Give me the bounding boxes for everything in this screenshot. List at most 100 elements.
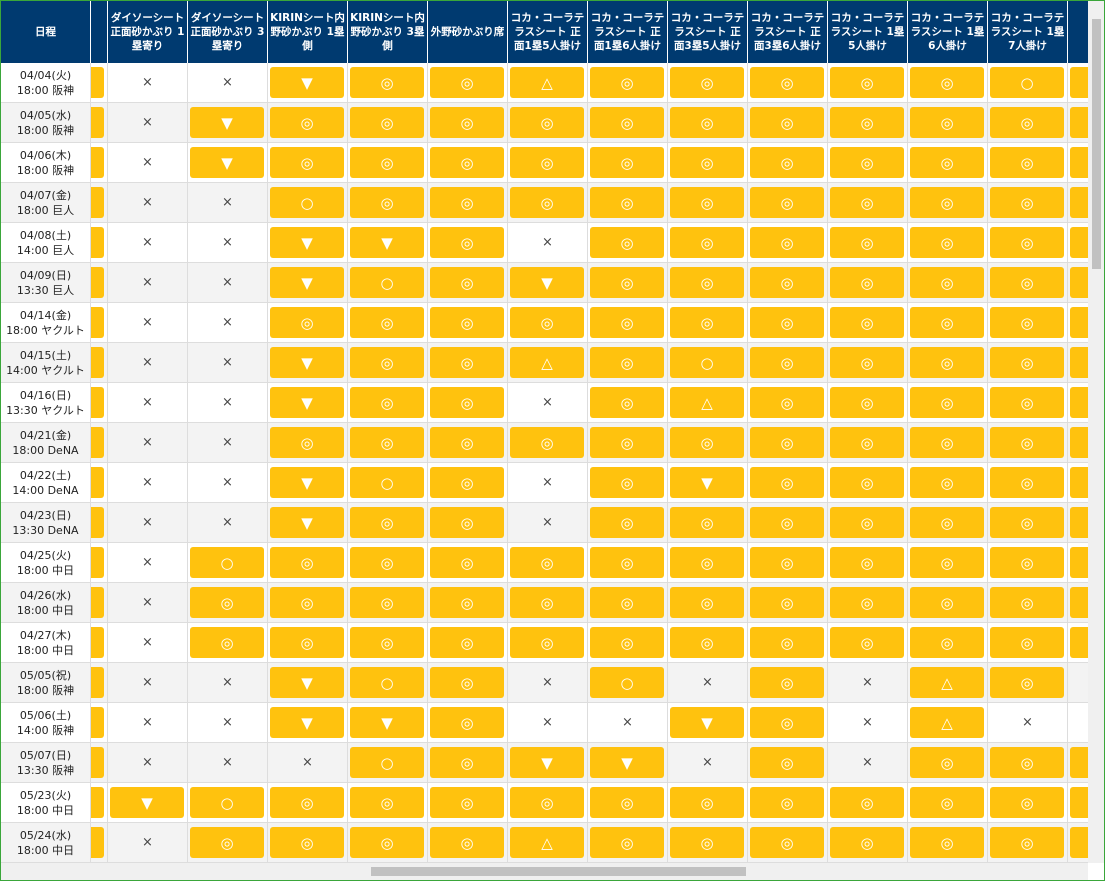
seat-button[interactable]: ◎ (990, 267, 1064, 298)
seat-button[interactable]: ◎ (670, 587, 744, 618)
seat-button[interactable]: ▼ (670, 707, 744, 738)
seat-button[interactable]: ○ (270, 187, 344, 218)
seat-button[interactable]: ▼ (670, 467, 744, 498)
seat-button[interactable]: ◎ (830, 787, 904, 818)
seat-button[interactable]: ◎ (830, 507, 904, 538)
seat-button[interactable]: ◎ (750, 707, 824, 738)
seat-button[interactable]: ▼ (270, 67, 344, 98)
seat-button[interactable]: ○ (350, 667, 424, 698)
seat-button[interactable]: ◎ (350, 147, 424, 178)
seat-button[interactable]: ◎ (190, 587, 264, 618)
seat-button[interactable]: ◎ (750, 747, 824, 778)
v-scroll-thumb[interactable] (1092, 19, 1101, 269)
seat-button[interactable]: ◎ (430, 107, 504, 138)
seat-button[interactable]: ◎ (590, 387, 664, 418)
seat-button[interactable]: ◎ (430, 507, 504, 538)
seat-button[interactable]: ○ (350, 267, 424, 298)
seat-button[interactable]: ◎ (430, 627, 504, 658)
seat-button[interactable]: ◎ (270, 307, 344, 338)
seat-button[interactable]: ◎ (430, 827, 504, 858)
seat-button[interactable]: ▼ (110, 787, 184, 818)
seat-button[interactable]: ▼ (270, 707, 344, 738)
seat-button[interactable]: △ (670, 387, 744, 418)
seat-button[interactable]: ◎ (990, 627, 1064, 658)
seat-button[interactable]: ◎ (510, 627, 584, 658)
seat-button[interactable]: ◎ (750, 187, 824, 218)
seat-button[interactable]: ○ (670, 347, 744, 378)
seat-button[interactable]: ▼ (510, 267, 584, 298)
seat-button[interactable]: ◎ (990, 107, 1064, 138)
seat-button[interactable]: ◎ (750, 227, 824, 258)
seat-button[interactable]: ◎ (990, 227, 1064, 258)
seat-button[interactable]: ◎ (750, 547, 824, 578)
seat-button[interactable]: ◎ (750, 147, 824, 178)
seat-button[interactable]: △ (510, 67, 584, 98)
seat-button[interactable]: ○ (350, 747, 424, 778)
seat-button[interactable]: ▼ (270, 667, 344, 698)
seat-button[interactable]: ◎ (590, 227, 664, 258)
seat-button[interactable]: ◎ (910, 587, 984, 618)
seat-button[interactable]: ◎ (830, 147, 904, 178)
seat-button[interactable]: ◎ (910, 267, 984, 298)
seat-button[interactable]: ◎ (910, 347, 984, 378)
seat-button[interactable]: ○ (190, 547, 264, 578)
seat-button[interactable]: ◎ (430, 387, 504, 418)
seat-button[interactable]: ◎ (350, 347, 424, 378)
seat-button[interactable]: ◎ (430, 467, 504, 498)
seat-button[interactable]: ◎ (670, 227, 744, 258)
seat-button[interactable]: ◎ (350, 827, 424, 858)
seat-button[interactable]: ◎ (590, 307, 664, 338)
seat-button[interactable]: ◎ (830, 67, 904, 98)
seat-button[interactable]: ▼ (190, 107, 264, 138)
seat-button[interactable]: ◎ (590, 347, 664, 378)
seat-button[interactable]: ◎ (750, 307, 824, 338)
seat-button[interactable]: ◎ (670, 427, 744, 458)
seat-button[interactable]: ◎ (910, 387, 984, 418)
seat-button[interactable]: ◎ (750, 627, 824, 658)
seat-button[interactable]: ◎ (350, 307, 424, 338)
seat-button[interactable]: ◎ (750, 827, 824, 858)
seat-button[interactable]: ◎ (830, 267, 904, 298)
seat-button[interactable]: ◎ (910, 187, 984, 218)
seat-button[interactable]: ◎ (830, 827, 904, 858)
seat-button[interactable]: ◎ (510, 587, 584, 618)
seat-button[interactable]: ◎ (590, 147, 664, 178)
seat-button[interactable]: ◎ (590, 427, 664, 458)
h-scrollbar[interactable] (1, 863, 1088, 880)
seat-button[interactable]: ◎ (270, 147, 344, 178)
seat-button[interactable]: ◎ (270, 547, 344, 578)
seat-button[interactable]: ◎ (590, 587, 664, 618)
seat-button[interactable]: ◎ (590, 67, 664, 98)
seat-button[interactable]: ▼ (270, 387, 344, 418)
seat-button[interactable]: ◎ (910, 227, 984, 258)
seat-button[interactable]: ◎ (670, 787, 744, 818)
seat-button[interactable]: ◎ (990, 347, 1064, 378)
seat-button[interactable]: ◎ (430, 267, 504, 298)
seat-button[interactable]: ◎ (910, 547, 984, 578)
seat-button[interactable]: ◎ (670, 627, 744, 658)
seat-button[interactable]: ◎ (510, 147, 584, 178)
seat-button[interactable]: ◎ (430, 667, 504, 698)
seat-button[interactable]: ◎ (510, 427, 584, 458)
seat-button[interactable]: ◎ (430, 787, 504, 818)
seat-button[interactable]: ◎ (910, 827, 984, 858)
seat-button[interactable]: ◎ (830, 587, 904, 618)
seat-button[interactable]: ◎ (590, 467, 664, 498)
seat-button[interactable]: ◎ (830, 187, 904, 218)
seat-button[interactable]: ◎ (830, 627, 904, 658)
seat-button[interactable]: ◎ (910, 427, 984, 458)
seat-button[interactable]: ▼ (350, 227, 424, 258)
seat-button[interactable]: ◎ (670, 187, 744, 218)
seat-button[interactable]: ◎ (350, 427, 424, 458)
seat-button[interactable]: ◎ (990, 667, 1064, 698)
seat-button[interactable]: ◎ (430, 547, 504, 578)
seat-button[interactable]: ◎ (830, 467, 904, 498)
seat-button[interactable]: ◎ (270, 427, 344, 458)
seat-button[interactable]: ◎ (670, 147, 744, 178)
seat-button[interactable]: ◎ (590, 627, 664, 658)
seat-button[interactable]: ◎ (910, 147, 984, 178)
seat-button[interactable]: ◎ (670, 267, 744, 298)
seat-button[interactable]: ◎ (270, 787, 344, 818)
seat-button[interactable]: ◎ (430, 427, 504, 458)
seat-button[interactable]: ▼ (590, 747, 664, 778)
